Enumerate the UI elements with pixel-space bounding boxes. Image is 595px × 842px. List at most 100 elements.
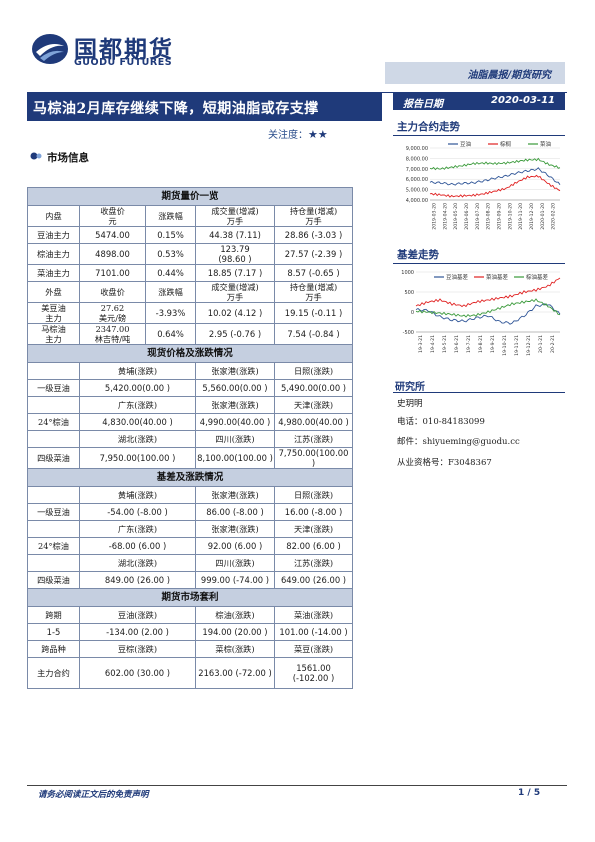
table-cell: -3.93%: [145, 302, 196, 324]
table-row: 湖北(涨跌) 四川(涨跌) 江苏(涨跌): [27, 430, 354, 448]
row-label: 内盘: [27, 205, 80, 227]
region-label: 张家港(涨跌): [195, 362, 275, 380]
analyst-email[interactable]: 邮件：shiyueming@guodu.cc: [397, 437, 520, 447]
series-line-1: [415, 303, 561, 325]
table-cell: 收盘价元: [79, 205, 146, 227]
research-rule: [393, 392, 565, 393]
region-label: 江苏(涨跌): [273, 554, 354, 572]
price-value: 4,980.00(40.00 ): [273, 413, 354, 431]
x-tick-label: 20-1-21: [538, 335, 544, 353]
table-cell: 豆油(涨跌): [79, 606, 196, 624]
table-row: 24°棕油 -68.00 (6.00 ) 92.00 (6.00 ) 82.00 (6…: [27, 537, 354, 555]
price-value: 7,950.00(100.00 ): [79, 447, 196, 469]
spot-section-title: 现货价格及涨跌情况: [26, 344, 354, 363]
market-info-heading: 市场信息: [47, 152, 89, 164]
market-table: 期货量价一览 内盘 收盘价元涨跌幅 成交量(增减) 万手 持仓量(增减) 万手 豆油主力 547…: [26, 187, 354, 689]
x-tick-label: 2019-06-20: [464, 203, 470, 230]
disclaimer-notice[interactable]: 请务必阅读正文后的免责声明: [38, 790, 149, 800]
basis-chart: 1000 500 0 -500 19-3-21 19-4-21 19-5-21 19-6-21…: [401, 270, 561, 356]
brand-name-cn: 国都期货: [74, 36, 174, 63]
series-line-2: [415, 277, 561, 308]
brand-name-en: GUODU FUTURES: [74, 57, 173, 68]
title-bar: 马棕油2月库存继续下降，短期油脂或存支撑: [27, 93, 382, 121]
report-date: 2020-03-11: [491, 95, 555, 106]
price-value: 16.00 (-8.00 ): [273, 503, 354, 521]
report-date-bar: 报告日期 2020-03-11: [393, 93, 565, 110]
row-label: 主力合约: [27, 657, 80, 689]
region-label: 天津(涨跌): [273, 520, 354, 538]
region-label: 湖北(涨跌): [79, 430, 196, 448]
table-row: 棕油主力 4898.00 0.53% 123.79 (98.60 ) 27.57 (-2.…: [27, 243, 354, 265]
table-cell: 0.44%: [145, 264, 196, 282]
table-cell: 44.38 (7.11): [195, 226, 275, 244]
x-tick-label: 2019-11-20: [518, 203, 524, 230]
table-cell: 持仓量(增减) 万手: [273, 281, 354, 303]
table-cell: 27.57 (-2.39 ): [273, 243, 354, 265]
footer-rule: [27, 785, 567, 786]
row-label: 菜油主力: [27, 264, 80, 282]
table-cell: 10.02 (4.12 ): [195, 302, 275, 324]
x-tick-label: 2019-03-20: [431, 203, 437, 230]
x-tick-label: 19-5-21: [442, 335, 448, 353]
table-cell: 收盘价: [79, 281, 146, 303]
x-tick-label: 2020-01-20: [540, 203, 546, 230]
table-cell: 19.15 (-0.11 ): [273, 302, 354, 324]
region-label: 日照(涨跌): [273, 486, 354, 504]
x-tick-label: 19-6-21: [454, 335, 460, 353]
legend-label: 菜油: [540, 140, 552, 148]
table-row: 广东(涨跌) 张家港(涨跌) 天津(涨跌): [27, 520, 354, 538]
blank-cell: [27, 554, 80, 572]
region-label: 四川(涨跌): [195, 554, 275, 572]
guodu-logo-icon: [32, 34, 68, 64]
row-label: 跨品种: [27, 640, 80, 658]
attention-rating: 关注度：★★: [268, 126, 328, 141]
product-label: 24°棕油: [27, 413, 80, 431]
legend-label: 豆油: [460, 140, 472, 148]
region-label: 天津(涨跌): [273, 396, 354, 414]
x-tick-label: 19-10-21: [502, 335, 508, 356]
y-tick-label: 1000: [401, 270, 414, 276]
price-value: 4,990.00(40.00 ): [195, 413, 275, 431]
x-tick-label: 19-4-21: [430, 335, 436, 353]
series-line-3: [415, 298, 561, 318]
region-label: 湖北(涨跌): [79, 554, 196, 572]
y-tick-label: 9,000.00: [406, 146, 428, 152]
row-label: 跨期: [27, 606, 80, 624]
region-label: 广东(涨跌): [79, 396, 196, 414]
region-label: 张家港(涨跌): [195, 520, 275, 538]
price-value: 92.00 (6.00 ): [195, 537, 275, 555]
region-label: 江苏(涨跌): [273, 430, 354, 448]
series-line-3: [429, 157, 561, 171]
blank-cell: [27, 362, 80, 380]
report-type-band: 油脂晨报/期货研究: [385, 62, 565, 84]
table-cell: 菜豆(涨跌): [273, 640, 354, 658]
table-cell: 602.00 (30.00 ): [79, 657, 196, 689]
blank-cell: [27, 430, 80, 448]
legend-label: 菜油基差: [486, 273, 509, 281]
x-tick-label: 19-11-21: [514, 335, 520, 356]
region-label: 黄埔(涨跌): [79, 362, 196, 380]
x-tick-label: 2019-09-20: [496, 203, 502, 230]
table-cell: -134.00 (2.00 ): [79, 623, 196, 641]
legend-label: 豆油基差: [446, 273, 469, 281]
blank-cell: [27, 520, 80, 538]
region-label: 张家港(涨跌): [195, 486, 275, 504]
table-cell: 5474.00: [79, 226, 146, 244]
table-row: 菜油主力 7101.00 0.44% 18.85 (7.17 ) 8.57 (-0.65…: [27, 264, 354, 282]
product-label: 四级菜油: [27, 447, 80, 469]
analyst-phone: 电话：010-84183099: [397, 417, 485, 427]
product-label: 四级菜油: [27, 571, 80, 589]
analyst-name: 史玥明: [397, 399, 423, 409]
region-label: 四川(涨跌): [195, 430, 275, 448]
row-label: 马棕油 主力: [27, 323, 80, 345]
x-tick-label: 20-2-21: [550, 335, 556, 353]
table-row: 美豆油 主力 27.62 美元/磅 -3.93% 10.02 (4.12 ) 19.15 (…: [27, 302, 354, 324]
table-cell: 194.00 (20.00 ): [195, 623, 275, 641]
table-cell: 28.86 (-3.03 ): [273, 226, 354, 244]
table-cell: 4898.00: [79, 243, 146, 265]
table-row: 现货价格及涨跌情况: [26, 344, 354, 363]
price-value: 7,750.00(100.00 ): [273, 447, 354, 469]
legend-label: 棕油基差: [526, 273, 549, 281]
y-tick-label: 4,000.00: [406, 198, 428, 204]
main-contract-chart-title: 主力合约走势: [397, 121, 460, 133]
